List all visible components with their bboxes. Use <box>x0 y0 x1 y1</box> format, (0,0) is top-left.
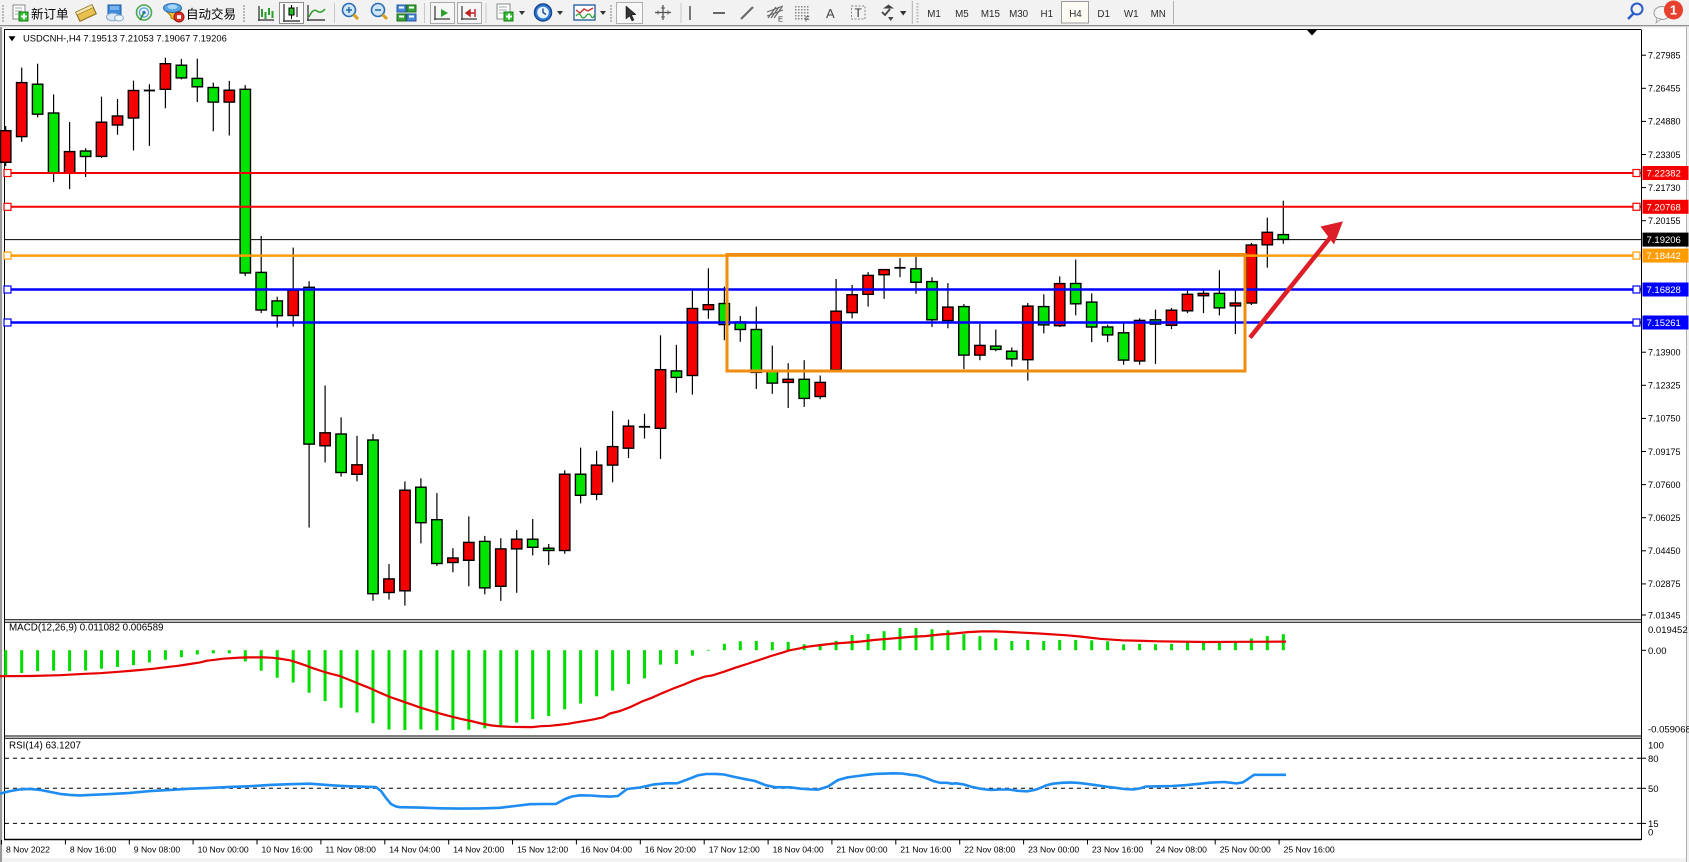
svg-text:7.18442: 7.18442 <box>1647 251 1681 262</box>
svg-text:7.06025: 7.06025 <box>1648 513 1681 523</box>
svg-text:7.27985: 7.27985 <box>1648 51 1681 61</box>
svg-text:23 Nov 16:00: 23 Nov 16:00 <box>1092 844 1143 854</box>
svg-text:14 Nov 04:00: 14 Nov 04:00 <box>389 844 440 854</box>
svg-text:80: 80 <box>1648 754 1659 765</box>
svg-text:W1: W1 <box>1124 9 1139 20</box>
svg-text:M5: M5 <box>955 9 969 20</box>
svg-text:7.26455: 7.26455 <box>1648 84 1681 94</box>
svg-text:H1: H1 <box>1041 9 1054 20</box>
svg-text:USDCNH-,H4 7.19513 7.21053 7.: USDCNH-,H4 7.19513 7.21053 7.19067 7.192… <box>23 32 227 43</box>
svg-text:21 Nov 00:00: 21 Nov 00:00 <box>836 844 887 854</box>
svg-text:25 Nov 16:00: 25 Nov 16:00 <box>1284 844 1335 854</box>
svg-text:15 Nov 12:00: 15 Nov 12:00 <box>517 844 568 854</box>
svg-text:21 Nov 16:00: 21 Nov 16:00 <box>900 844 951 854</box>
svg-text:RSI(14) 63.1207: RSI(14) 63.1207 <box>9 741 81 752</box>
svg-text:7.02875: 7.02875 <box>1648 579 1681 589</box>
svg-text:M1: M1 <box>927 9 941 20</box>
svg-text:7.16828: 7.16828 <box>1647 285 1681 296</box>
svg-text:7.01345: 7.01345 <box>1648 610 1681 620</box>
svg-text:H4: H4 <box>1069 9 1082 20</box>
svg-text:7.20768: 7.20768 <box>1647 202 1681 213</box>
svg-text:7.10750: 7.10750 <box>1648 414 1681 424</box>
svg-text:-0.059068: -0.059068 <box>1648 724 1689 735</box>
svg-text:A: A <box>826 6 835 21</box>
svg-text:M30: M30 <box>1009 9 1029 20</box>
svg-text:22 Nov 08:00: 22 Nov 08:00 <box>964 844 1015 854</box>
svg-text:15: 15 <box>1648 819 1659 830</box>
svg-text:新订单: 新订单 <box>31 7 69 22</box>
svg-text:100: 100 <box>1648 741 1664 752</box>
svg-text:25 Nov 00:00: 25 Nov 00:00 <box>1220 844 1271 854</box>
svg-text:E: E <box>778 15 783 24</box>
svg-text:M15: M15 <box>981 9 1001 20</box>
svg-text:7.20155: 7.20155 <box>1648 216 1681 226</box>
svg-text:7.24880: 7.24880 <box>1648 117 1681 127</box>
svg-text:14 Nov 20:00: 14 Nov 20:00 <box>453 844 504 854</box>
svg-text:MN: MN <box>1151 9 1166 20</box>
svg-text:50: 50 <box>1648 784 1659 795</box>
svg-text:7.19206: 7.19206 <box>1647 235 1681 246</box>
svg-text:23 Nov 00:00: 23 Nov 00:00 <box>1028 844 1079 854</box>
svg-text:7.15261: 7.15261 <box>1647 318 1681 329</box>
svg-text:16 Nov 04:00: 16 Nov 04:00 <box>581 844 632 854</box>
svg-text:7.21730: 7.21730 <box>1648 183 1681 193</box>
svg-text:1: 1 <box>1670 3 1677 18</box>
svg-text:7.23305: 7.23305 <box>1648 150 1681 160</box>
svg-text:11 Nov 08:00: 11 Nov 08:00 <box>325 844 376 854</box>
svg-text:9 Nov 08:00: 9 Nov 08:00 <box>134 844 181 854</box>
svg-text:7.09175: 7.09175 <box>1648 447 1681 457</box>
svg-text:0: 0 <box>1648 828 1653 839</box>
svg-text:自动交易: 自动交易 <box>186 7 236 22</box>
svg-text:T: T <box>855 6 863 20</box>
svg-text:17 Nov 12:00: 17 Nov 12:00 <box>709 844 760 854</box>
svg-text:0.019452: 0.019452 <box>1648 625 1688 636</box>
svg-text:24 Nov 08:00: 24 Nov 08:00 <box>1156 844 1207 854</box>
svg-text:8 Nov 16:00: 8 Nov 16:00 <box>70 844 117 854</box>
svg-text:16 Nov 20:00: 16 Nov 20:00 <box>645 844 696 854</box>
svg-text:7.04450: 7.04450 <box>1648 546 1681 556</box>
svg-text:18 Nov 04:00: 18 Nov 04:00 <box>773 844 824 854</box>
svg-text:7.07600: 7.07600 <box>1648 480 1681 490</box>
svg-text:10 Nov 00:00: 10 Nov 00:00 <box>198 844 249 854</box>
svg-text:7.22382: 7.22382 <box>1647 169 1681 180</box>
svg-text:10 Nov 16:00: 10 Nov 16:00 <box>262 844 313 854</box>
svg-text:8 Nov 2022: 8 Nov 2022 <box>6 844 50 854</box>
svg-text:0.00: 0.00 <box>1648 646 1667 657</box>
svg-text:D1: D1 <box>1097 9 1110 20</box>
svg-text:7.13900: 7.13900 <box>1648 348 1681 358</box>
svg-text:F: F <box>805 15 810 24</box>
svg-text:7.12325: 7.12325 <box>1648 381 1681 391</box>
svg-text:MACD(12,26,9) 0.011082 0.00658: MACD(12,26,9) 0.011082 0.006589 <box>9 623 164 634</box>
